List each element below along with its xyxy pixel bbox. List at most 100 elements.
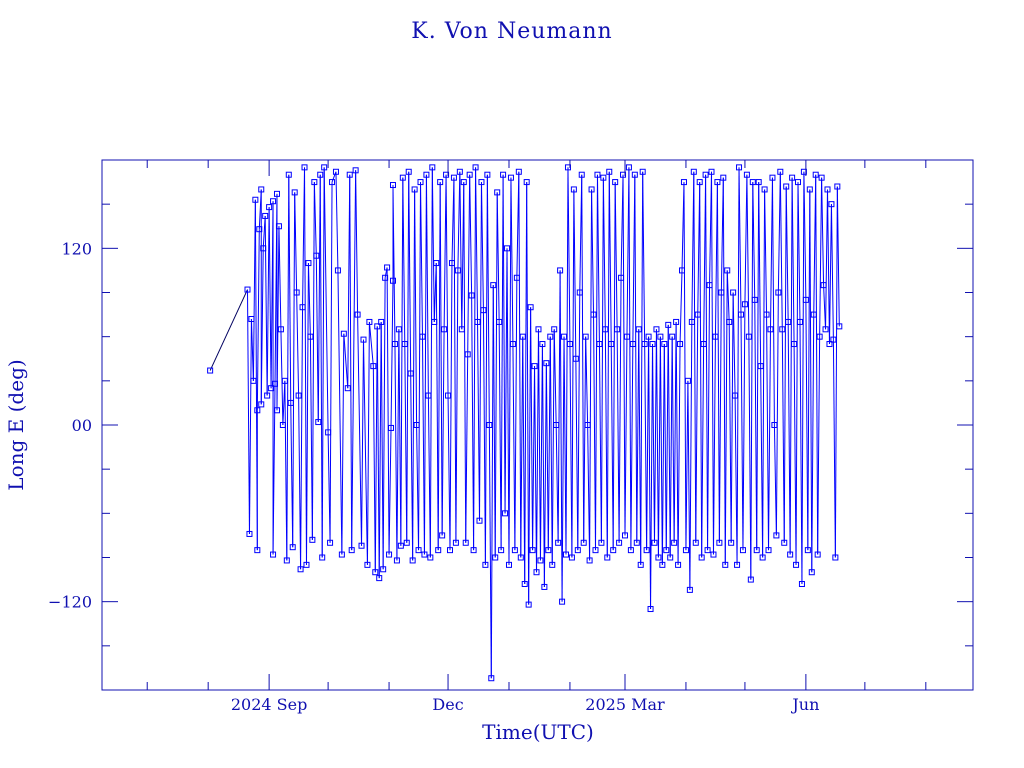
data-point [405,168,412,175]
series-line [600,177,604,543]
data-point [698,554,705,561]
data-point [783,183,790,190]
data-point [816,333,823,340]
data-point [570,186,577,193]
data-point [338,551,345,558]
series-line [622,174,626,536]
series-line [437,182,441,551]
data-point [478,179,485,186]
series-line [783,186,787,543]
data-point [737,311,744,318]
series-line [659,336,663,565]
series-line [321,167,325,558]
series-line [522,336,526,585]
series-line [657,336,661,558]
data-point [415,547,422,554]
series-line [803,171,807,300]
series-line [744,174,748,305]
data-point [555,539,562,546]
data-point [462,539,469,546]
series-line [246,289,250,534]
data-point [376,575,383,582]
data-point [252,196,259,203]
data-point [812,171,819,178]
series-line [551,329,555,565]
series-line [589,189,593,561]
series-line [357,314,363,546]
data-point [749,179,756,186]
series-line [787,321,791,555]
data-point [663,547,670,554]
data-point [533,569,540,576]
series-line [355,170,359,315]
series-line [463,182,467,543]
data-point [329,179,336,186]
data-point [389,277,396,284]
series-line [602,177,606,330]
series-line [368,321,374,367]
data-point [736,164,743,171]
data-point [523,179,530,186]
series-line [382,277,386,570]
data-point [277,326,284,333]
series-line [484,174,488,565]
data-point [629,341,636,348]
series-line [567,167,571,345]
series-line [351,170,357,551]
series-line [653,329,657,543]
series-line [506,248,510,565]
data-point [529,547,536,554]
series-line [628,167,632,551]
series-line [305,263,309,565]
series-line [298,395,302,570]
data-point [266,204,273,211]
series-line [309,336,313,540]
data-point [319,554,326,561]
series-line [777,171,781,293]
series-line [593,314,597,551]
series-line [699,182,703,558]
data-point [419,333,426,340]
series-line [634,174,638,543]
series-line [754,299,758,551]
series-line [478,182,482,521]
data-point [580,539,587,546]
data-point [452,539,459,546]
series-line [396,329,400,561]
series-line [571,189,575,558]
series-line [630,344,634,551]
data-point [272,380,279,387]
data-point [633,539,640,546]
series-line [475,167,479,322]
data-point [612,179,619,186]
series-line [795,182,799,565]
series-line [518,171,522,558]
plot-data [207,164,843,682]
x-tick-label: 2025 Mar [585,695,665,714]
data-point [393,557,400,564]
series-line [276,226,280,411]
series-line [323,167,329,433]
series-line [545,363,549,551]
series-line [561,336,565,602]
series-line [793,344,797,565]
data-point [334,267,341,274]
series-line [775,292,779,536]
data-point [625,164,632,171]
data-point [682,547,689,554]
data-point [739,547,746,554]
data-point [490,282,497,289]
data-point [566,341,573,348]
data-point [559,598,566,605]
series-line [300,307,304,570]
data-point [504,245,511,252]
data-point [311,179,318,186]
data-point [747,576,754,583]
data-point [539,341,546,348]
data-point [785,318,792,325]
x-axis: 2024 Sep Dec 2025 Mar Jun [146,160,927,714]
series-line [455,270,459,543]
data-point [791,341,798,348]
data-point [751,296,758,303]
